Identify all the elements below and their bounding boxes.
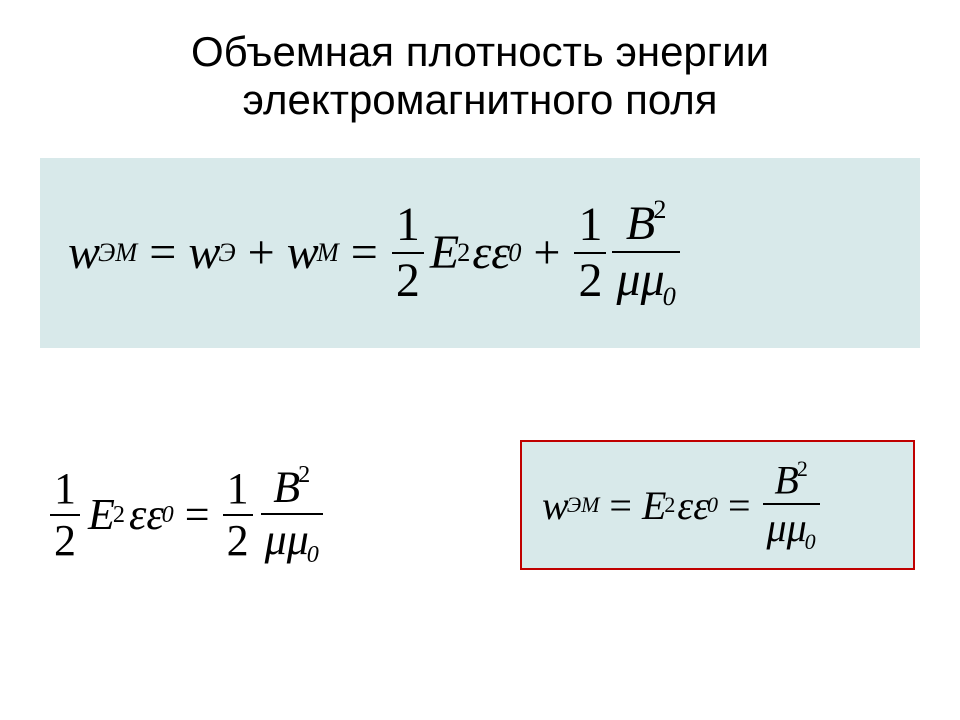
mu0-sub: 0 xyxy=(805,530,816,553)
w-m-var: w xyxy=(287,225,319,280)
epsilon0-sub: 0 xyxy=(508,237,521,268)
equals-icon: = xyxy=(149,225,176,280)
equals-icon: = xyxy=(728,482,751,529)
equality-equation: 1 2 E 2 ε ε 0 = 1 2 B2 xyxy=(48,462,325,567)
b-var: B xyxy=(774,457,798,502)
b-power: 2 xyxy=(298,462,310,487)
frac-den: 2 xyxy=(392,256,424,306)
e-power: 2 xyxy=(113,501,125,529)
frac-num: 1 xyxy=(574,200,606,250)
epsilon-var: ε xyxy=(677,482,693,529)
e-power: 2 xyxy=(457,237,470,268)
equals-icon: = xyxy=(609,482,632,529)
w-em-var: w xyxy=(68,225,100,280)
b-power: 2 xyxy=(797,457,808,480)
mu-var: μ xyxy=(616,253,640,306)
frac-den: 2 xyxy=(574,256,606,306)
one-half-fraction: 1 2 xyxy=(223,466,253,564)
e-power: 2 xyxy=(664,492,675,518)
mu0-var: μ xyxy=(641,253,665,306)
equals-icon: = xyxy=(185,489,210,540)
result-equation-box: w ЭМ = E 2 ε ε 0 = B2 μμ0 xyxy=(520,440,915,570)
plus-icon: + xyxy=(533,225,560,280)
e-var: E xyxy=(642,482,666,529)
w-e-var: w xyxy=(188,225,220,280)
frac-num: 1 xyxy=(223,466,253,512)
e-var: E xyxy=(430,225,459,280)
slide: Объемная плотность энергии электромагнит… xyxy=(0,0,960,720)
epsilon-var: ε xyxy=(472,225,491,280)
slide-title: Объемная плотность энергии электромагнит… xyxy=(0,28,960,125)
w-em-sub: ЭМ xyxy=(98,237,137,268)
b-var: B xyxy=(273,463,300,512)
epsilon0-sub: 0 xyxy=(162,501,174,529)
title-line-2: электромагнитного поля xyxy=(242,76,717,123)
b-var: B xyxy=(626,197,655,250)
frac-num: 1 xyxy=(50,466,80,512)
b-power: 2 xyxy=(653,196,666,224)
result-equation: w ЭМ = E 2 ε ε 0 = B2 μμ0 xyxy=(542,457,822,553)
mu0-var: μ xyxy=(287,515,309,564)
mu0-sub: 0 xyxy=(663,283,676,311)
mu0-sub: 0 xyxy=(307,542,319,567)
w-m-sub: М xyxy=(317,237,339,268)
frac-den: 2 xyxy=(223,518,253,564)
w-em-var: w xyxy=(542,482,569,529)
main-equation-box: w ЭМ = w Э + w М = 1 2 E 2 xyxy=(40,158,920,348)
mu-var: μ xyxy=(265,515,287,564)
one-half-fraction: 1 2 xyxy=(574,200,606,307)
equals-icon: = xyxy=(351,225,378,280)
frac-num: 1 xyxy=(392,200,424,250)
epsilon0-sub: 0 xyxy=(707,492,718,518)
b2-over-mu-fraction: B2 μμ0 xyxy=(261,462,323,567)
epsilon-var: ε xyxy=(129,489,146,540)
mu-var: μ xyxy=(767,505,787,550)
one-half-fraction: 1 2 xyxy=(392,200,424,307)
plus-icon: + xyxy=(248,225,275,280)
b2-over-mu-fraction: B2 μμ0 xyxy=(612,196,679,310)
equality-equation-box: 1 2 E 2 ε ε 0 = 1 2 B2 xyxy=(40,440,480,590)
mu0-var: μ xyxy=(787,505,807,550)
one-half-fraction: 1 2 xyxy=(50,466,80,564)
frac-den: 2 xyxy=(50,518,80,564)
main-equation: w ЭМ = w Э + w М = 1 2 E 2 xyxy=(68,196,682,310)
title-line-1: Объемная плотность энергии xyxy=(191,28,769,75)
w-e-sub: Э xyxy=(218,237,235,268)
e-var: E xyxy=(88,489,115,540)
b2-over-mu-fraction: B2 μμ0 xyxy=(763,457,820,553)
w-em-sub: ЭМ xyxy=(567,492,600,518)
